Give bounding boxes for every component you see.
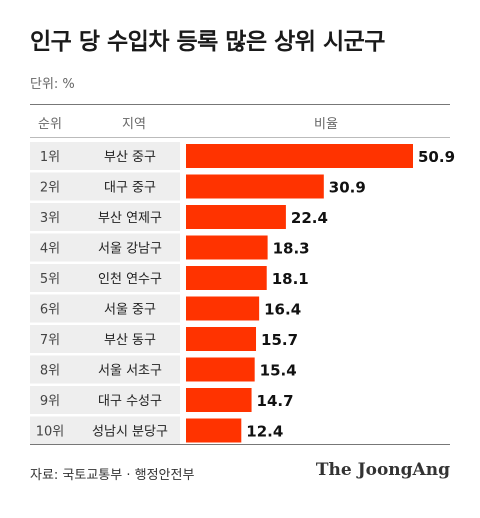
region-label: 인천 연수구 <box>98 272 162 287</box>
header-top-rule <box>30 104 450 105</box>
header-region: 지역 <box>122 117 146 132</box>
value-label: 15.7 <box>261 331 298 349</box>
bar <box>186 205 286 229</box>
row-band <box>30 233 180 262</box>
bar <box>186 235 268 260</box>
header-rank: 순위 <box>38 117 62 132</box>
value-label: 16.4 <box>264 301 301 319</box>
value-label: 15.4 <box>260 362 297 380</box>
row-band <box>30 294 180 323</box>
region-label: 성남시 분당구 <box>92 425 168 440</box>
rank-label: 5위 <box>40 272 60 287</box>
rank-label: 6위 <box>40 303 60 318</box>
rank-label: 10위 <box>36 425 65 440</box>
region-label: 서울 서초구 <box>98 364 162 379</box>
bar <box>186 357 255 382</box>
region-label: 서울 중구 <box>104 303 156 318</box>
value-label: 18.1 <box>272 270 309 288</box>
value-label: 18.3 <box>273 240 310 258</box>
row-band <box>30 416 180 445</box>
rank-label: 2위 <box>40 181 60 196</box>
region-label: 대구 중구 <box>104 181 156 196</box>
bar <box>186 327 257 351</box>
rank-label: 7위 <box>40 333 60 348</box>
row-band <box>30 203 180 231</box>
unit-label: 단위: % <box>30 77 75 92</box>
row-band <box>30 355 180 384</box>
row-band <box>30 172 180 201</box>
rank-label: 1위 <box>40 150 60 165</box>
region-label: 부산 연제구 <box>98 211 162 226</box>
rank-label: 4위 <box>40 242 60 257</box>
row-band <box>30 142 180 170</box>
bar <box>186 144 413 168</box>
region-label: 대구 수성구 <box>98 394 162 409</box>
value-label: 14.7 <box>257 392 294 410</box>
rank-label: 9위 <box>40 394 60 409</box>
region-label: 부산 동구 <box>104 333 156 348</box>
publisher-logo: The JoongAng <box>315 460 450 480</box>
header-ratio: 비율 <box>314 117 338 132</box>
value-label: 22.4 <box>291 209 328 227</box>
row-band <box>30 325 180 353</box>
value-label: 12.4 <box>246 423 283 441</box>
row-band <box>30 264 180 292</box>
value-label: 30.9 <box>329 179 366 197</box>
bar <box>186 388 252 412</box>
rank-label: 3위 <box>40 211 60 226</box>
bar <box>186 174 324 199</box>
region-label: 서울 강남구 <box>98 242 162 257</box>
chart-title: 인구 당 수입차 등록 많은 상위 시군구 <box>30 29 385 55</box>
table-bottom-rule <box>30 444 450 445</box>
header-bottom-rule <box>30 137 450 138</box>
value-label: 50.9 <box>418 148 455 166</box>
source-note: 자료: 국토교통부 · 행정안전부 <box>30 468 195 483</box>
rank-label: 8위 <box>40 364 60 379</box>
row-band <box>30 386 180 414</box>
bar <box>186 418 242 443</box>
bar <box>186 266 267 290</box>
region-label: 부산 중구 <box>104 150 156 165</box>
bar <box>186 296 260 321</box>
